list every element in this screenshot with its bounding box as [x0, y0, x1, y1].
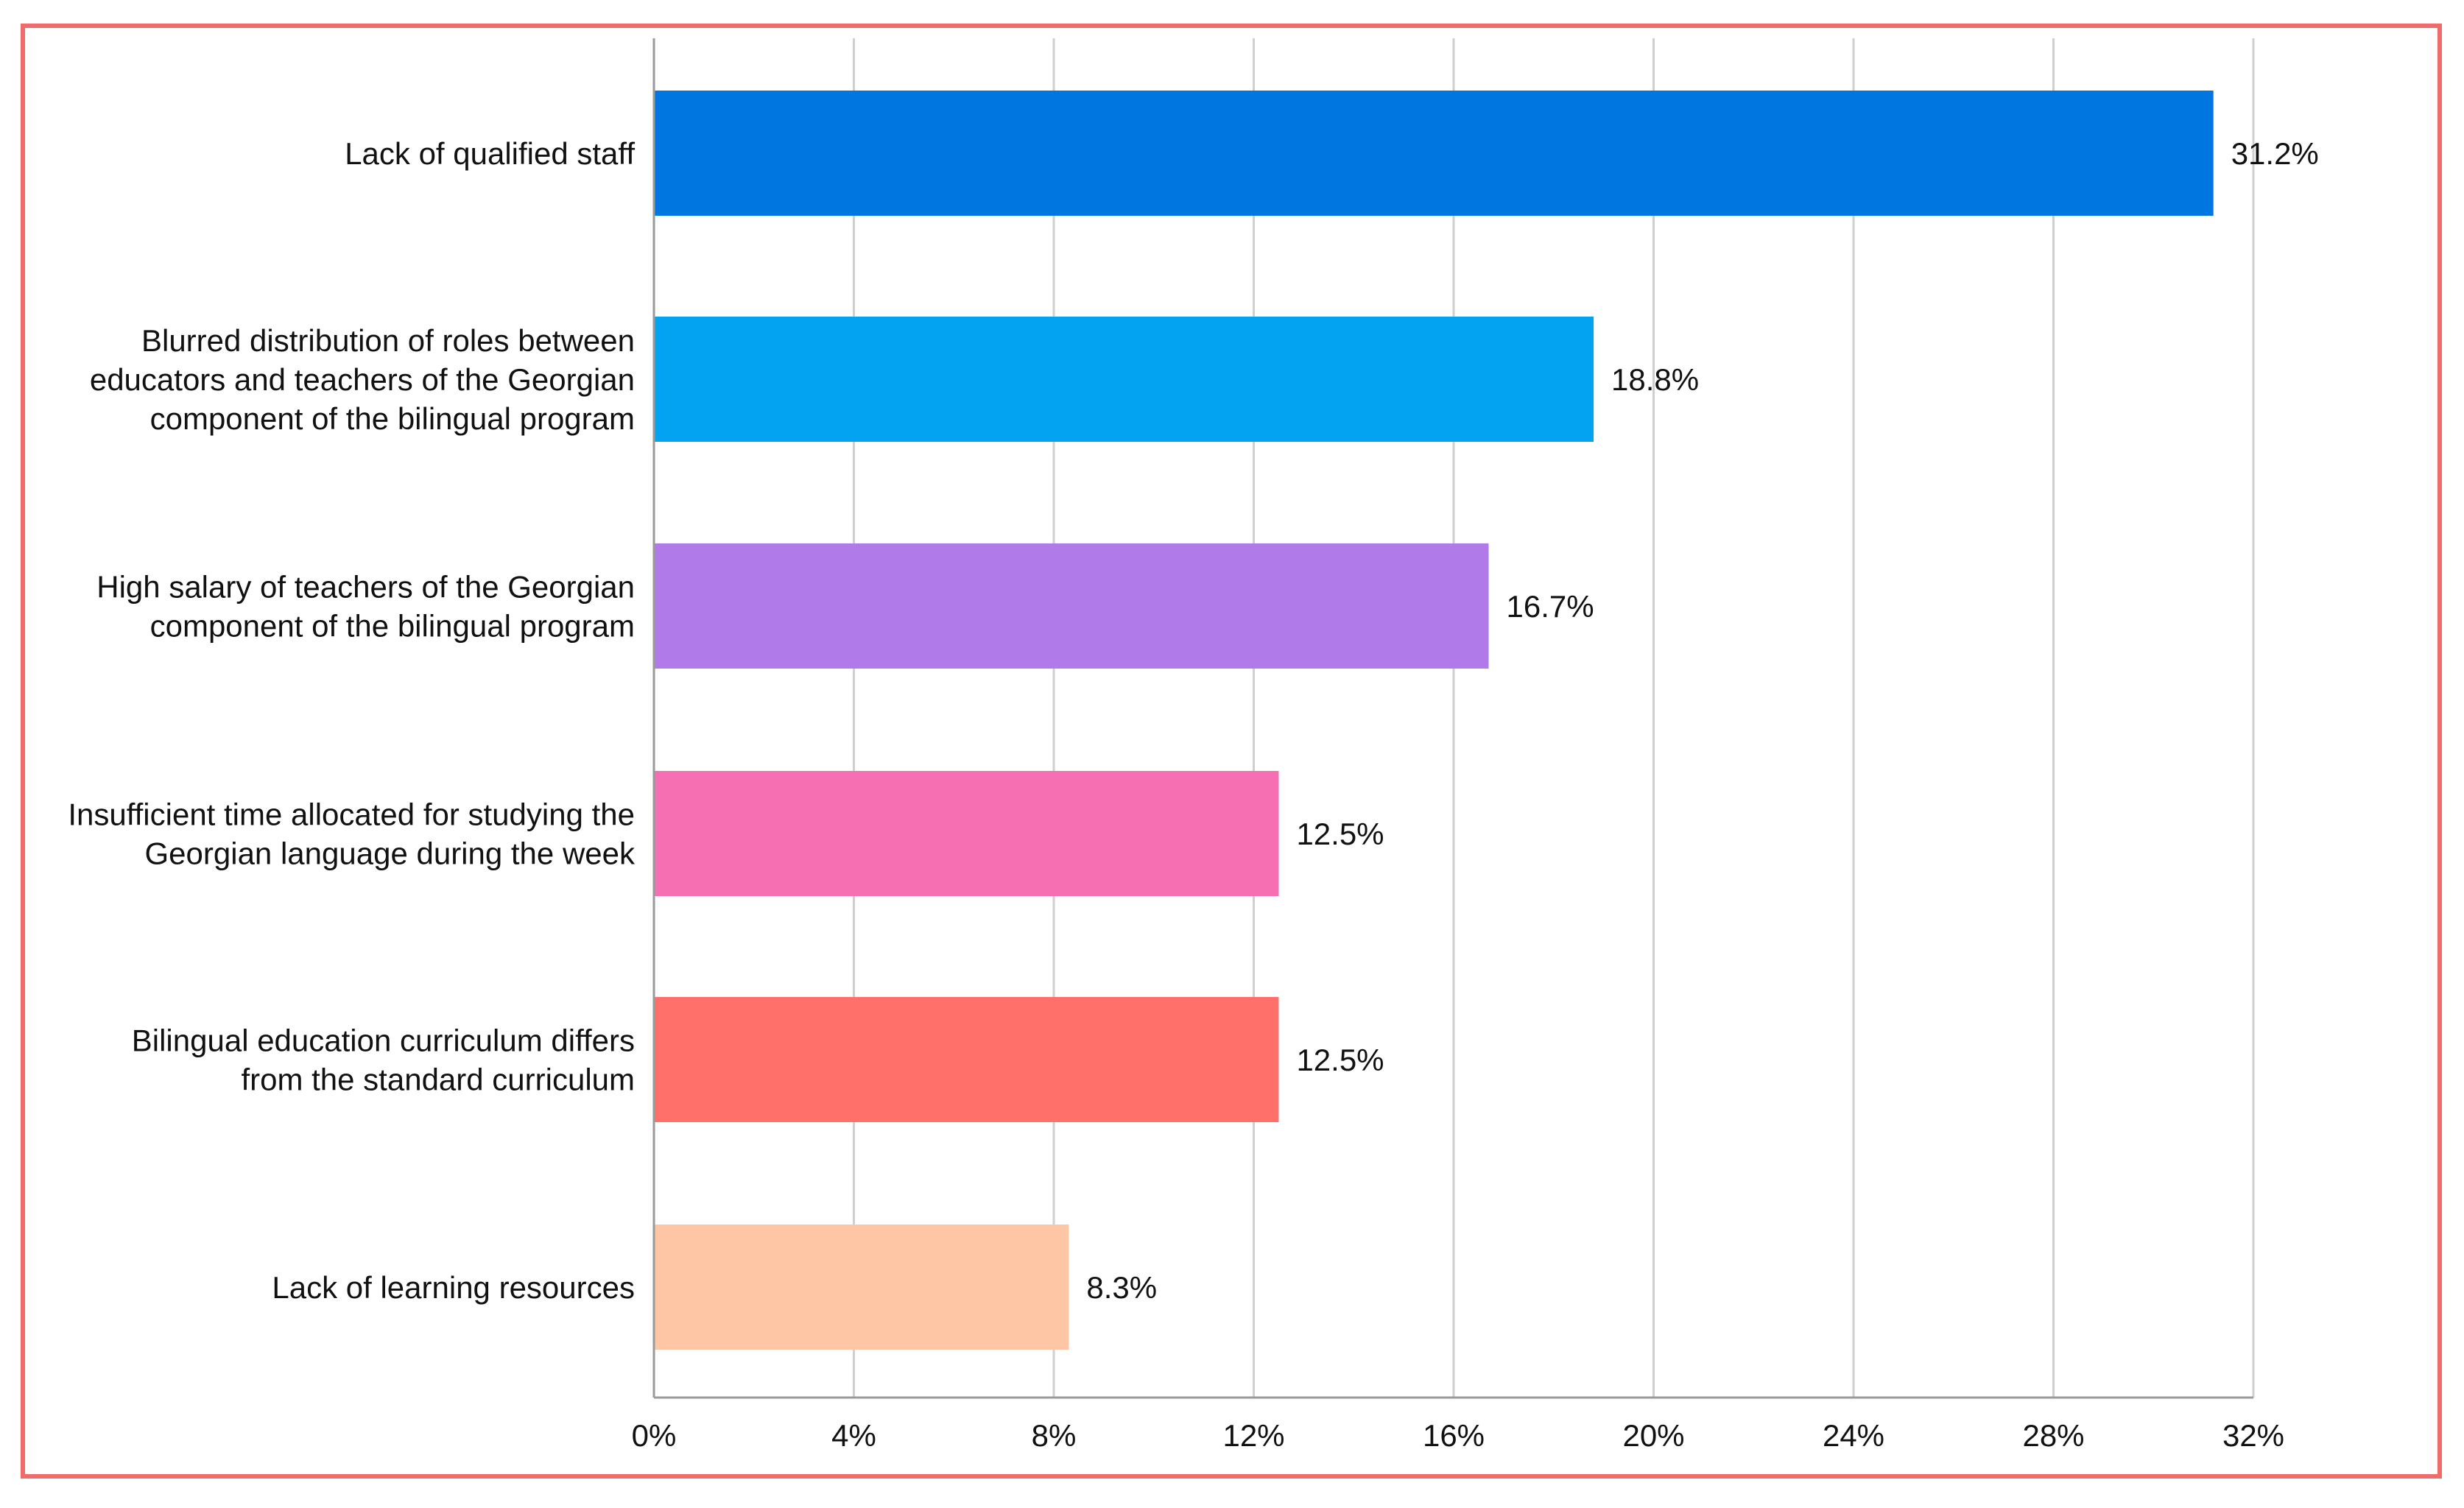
data-label: 31.2%: [2231, 136, 2319, 171]
bar: [654, 997, 1279, 1122]
category-label: High salary of teachers of the Georgian: [96, 570, 635, 605]
x-tick-label: 0%: [632, 1418, 677, 1453]
data-label: 16.7%: [1507, 589, 1594, 624]
grid-lines: [853, 38, 2255, 1398]
data-label: 12.5%: [1296, 1043, 1384, 1077]
axes: [652, 38, 2253, 1399]
bar: [654, 317, 1594, 442]
bar: [654, 771, 1279, 896]
x-tick-label: 32%: [2222, 1418, 2284, 1453]
bar: [654, 543, 1489, 669]
category-label: educators and teachers of the Georgian: [90, 362, 635, 397]
category-label: Lack of learning resources: [272, 1270, 635, 1305]
data-label: 12.5%: [1296, 817, 1384, 851]
category-label: from the standard curriculum: [241, 1063, 635, 1097]
x-tick-label: 12%: [1222, 1418, 1284, 1453]
data-label: 18.8%: [1611, 362, 1699, 397]
x-tick-label: 20%: [1622, 1418, 1684, 1453]
data-label: 8.3%: [1086, 1270, 1157, 1305]
category-label: Georgian language during the week: [145, 836, 636, 871]
category-label: component of the bilingual program: [150, 401, 635, 436]
bar: [654, 91, 2214, 216]
category-label: component of the bilingual program: [150, 609, 635, 644]
x-tick-label: 4%: [831, 1418, 876, 1453]
x-tick-label: 24%: [1823, 1418, 1884, 1453]
bars: [654, 91, 2214, 1350]
x-tick-label: 28%: [2022, 1418, 2084, 1453]
chart-frame: [21, 24, 2442, 1479]
labels: 0% 4% 8% 12% 16% 20% 24% 28% 32% 31.2% Lack of qua…: [68, 136, 2318, 1453]
category-label: Lack of qualified staff: [345, 136, 635, 171]
bar: [654, 1225, 1069, 1350]
x-tick-label: 8%: [1032, 1418, 1077, 1453]
category-label: Blurred distribution of roles between: [141, 323, 635, 358]
category-label: Insufficient time allocated for studying…: [68, 797, 635, 832]
category-label: Bilingual education curriculum differs: [132, 1023, 635, 1058]
x-tick-label: 16%: [1423, 1418, 1485, 1453]
